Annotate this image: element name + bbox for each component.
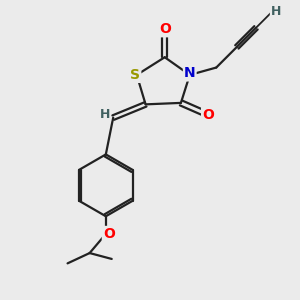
Text: O: O xyxy=(159,22,171,36)
Text: H: H xyxy=(271,5,281,18)
Text: N: N xyxy=(184,66,196,80)
Text: H: H xyxy=(100,108,110,121)
Text: S: S xyxy=(130,68,140,82)
Text: O: O xyxy=(103,227,115,241)
Text: O: O xyxy=(202,108,214,122)
